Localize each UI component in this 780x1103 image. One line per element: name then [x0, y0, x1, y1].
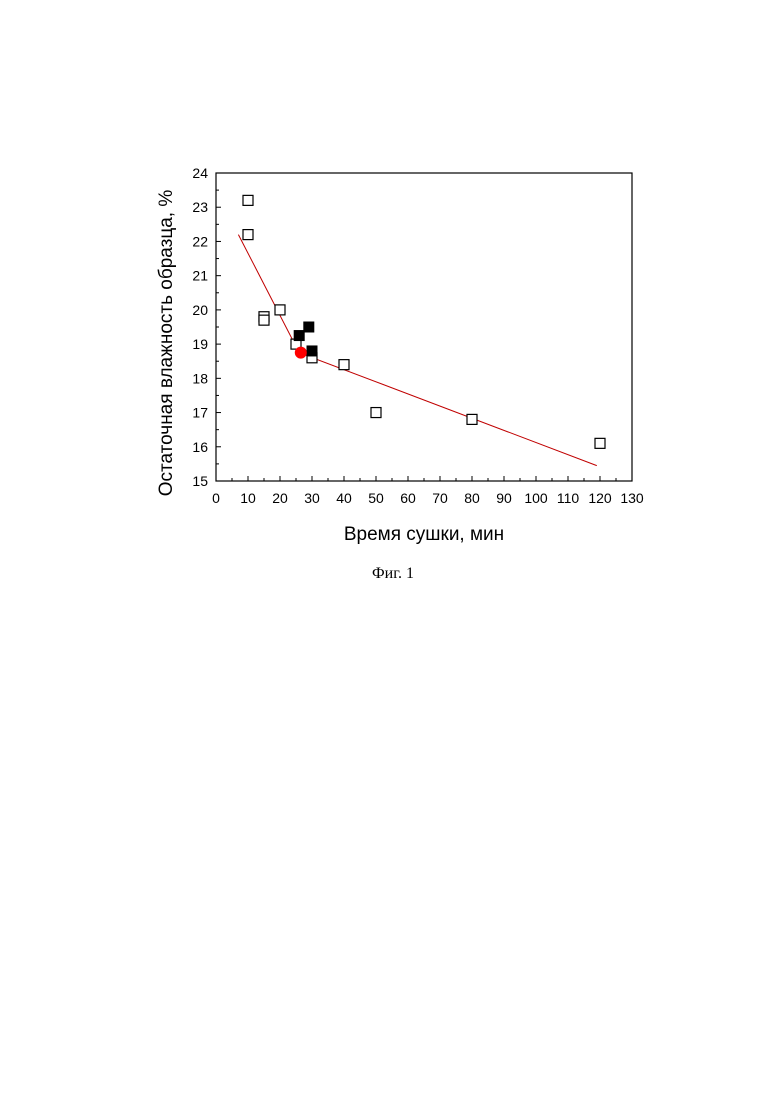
y-tick-label: 20 [192, 302, 208, 318]
x-tick-label: 130 [620, 490, 644, 506]
x-tick-label: 80 [464, 490, 480, 506]
y-tick-label: 17 [192, 405, 208, 421]
fit-line-layer [238, 235, 596, 466]
y-axis-ticks: 15 16 17 18 19 20 21 22 23 24 [192, 165, 221, 489]
data-point-open-square [243, 230, 253, 240]
data-point-filled-circle [295, 347, 307, 359]
x-axis-label: Время сушки, мин [344, 524, 504, 545]
y-tick-label: 19 [192, 336, 208, 352]
y-axis-label: Остаточная влажность образца, % [156, 190, 177, 497]
plot-frame [216, 173, 632, 481]
data-point-filled-square [307, 346, 317, 356]
y-tick-label: 16 [192, 439, 208, 455]
x-tick-label: 100 [524, 490, 548, 506]
data-point-filled-square [304, 322, 314, 332]
x-tick-label: 30 [304, 490, 320, 506]
x-tick-label: 0 [212, 490, 220, 506]
x-tick-label: 90 [496, 490, 512, 506]
x-tick-label: 120 [588, 490, 612, 506]
x-tick-label: 40 [336, 490, 352, 506]
x-tick-label: 20 [272, 490, 288, 506]
x-tick-label: 50 [368, 490, 384, 506]
data-point-open-square [371, 408, 381, 418]
y-tick-label: 18 [192, 370, 208, 386]
data-point-open-square [595, 438, 605, 448]
data-point-open-square [243, 195, 253, 205]
y-tick-label: 21 [192, 268, 208, 284]
y-tick-label: 15 [192, 473, 208, 489]
data-point-filled-square [294, 331, 304, 341]
y-tick-label: 22 [192, 233, 208, 249]
x-tick-label: 10 [240, 490, 256, 506]
figure-caption: Фиг. 1 [372, 565, 414, 582]
x-tick-label: 110 [557, 490, 580, 506]
data-point-open-square [339, 360, 349, 370]
data-point-open-square [275, 305, 285, 315]
y-tick-label: 24 [192, 165, 208, 181]
data-marks [243, 195, 605, 448]
fit-line [238, 235, 596, 466]
y-tick-label: 23 [192, 199, 208, 215]
x-tick-label: 70 [432, 490, 448, 506]
data-point-open-square [467, 414, 477, 424]
data-point-open-square [259, 315, 269, 325]
x-tick-label: 60 [400, 490, 416, 506]
